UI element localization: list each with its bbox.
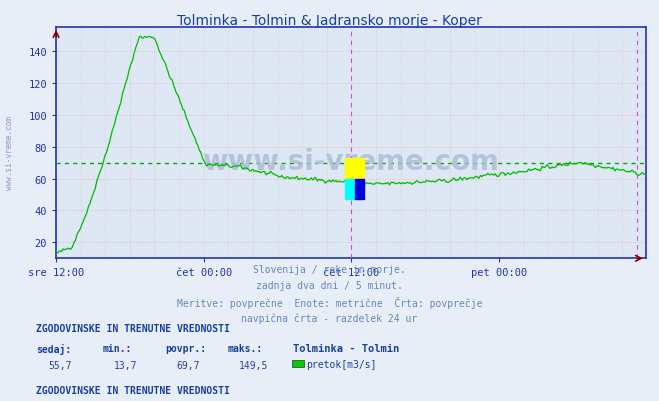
Text: povpr.:: povpr.: [165,343,206,353]
Text: maks.:: maks.: [227,343,262,353]
Text: zadnja dva dni / 5 minut.: zadnja dva dni / 5 minut. [256,281,403,291]
Text: Tolminka - Tolmin: Tolminka - Tolmin [293,343,399,353]
Bar [345,179,355,200]
Bar [345,158,364,179]
Text: 69,7: 69,7 [177,360,200,370]
Text: pretok[m3/s]: pretok[m3/s] [306,359,377,369]
Text: Slovenija / reke in morje.: Slovenija / reke in morje. [253,265,406,275]
Text: Meritve: povprečne  Enote: metrične  Črta: povprečje: Meritve: povprečne Enote: metrične Črta:… [177,297,482,309]
Text: sedaj:: sedaj: [36,343,71,354]
Text: min.:: min.: [102,343,132,353]
Text: www.si-vreme.com: www.si-vreme.com [5,115,14,189]
Text: 149,5: 149,5 [239,360,269,370]
Text: navpična črta - razdelek 24 ur: navpična črta - razdelek 24 ur [241,313,418,323]
Text: www.si-vreme.com: www.si-vreme.com [202,148,500,176]
Text: 55,7: 55,7 [48,360,72,370]
Text: ZGODOVINSKE IN TRENUTNE VREDNOSTI: ZGODOVINSKE IN TRENUTNE VREDNOSTI [36,324,230,334]
Text: 13,7: 13,7 [114,360,138,370]
Text: Tolminka - Tolmin & Jadransko morje - Koper: Tolminka - Tolmin & Jadransko morje - Ko… [177,14,482,28]
Text: ZGODOVINSKE IN TRENUTNE VREDNOSTI: ZGODOVINSKE IN TRENUTNE VREDNOSTI [36,385,230,395]
Bar [355,179,364,200]
